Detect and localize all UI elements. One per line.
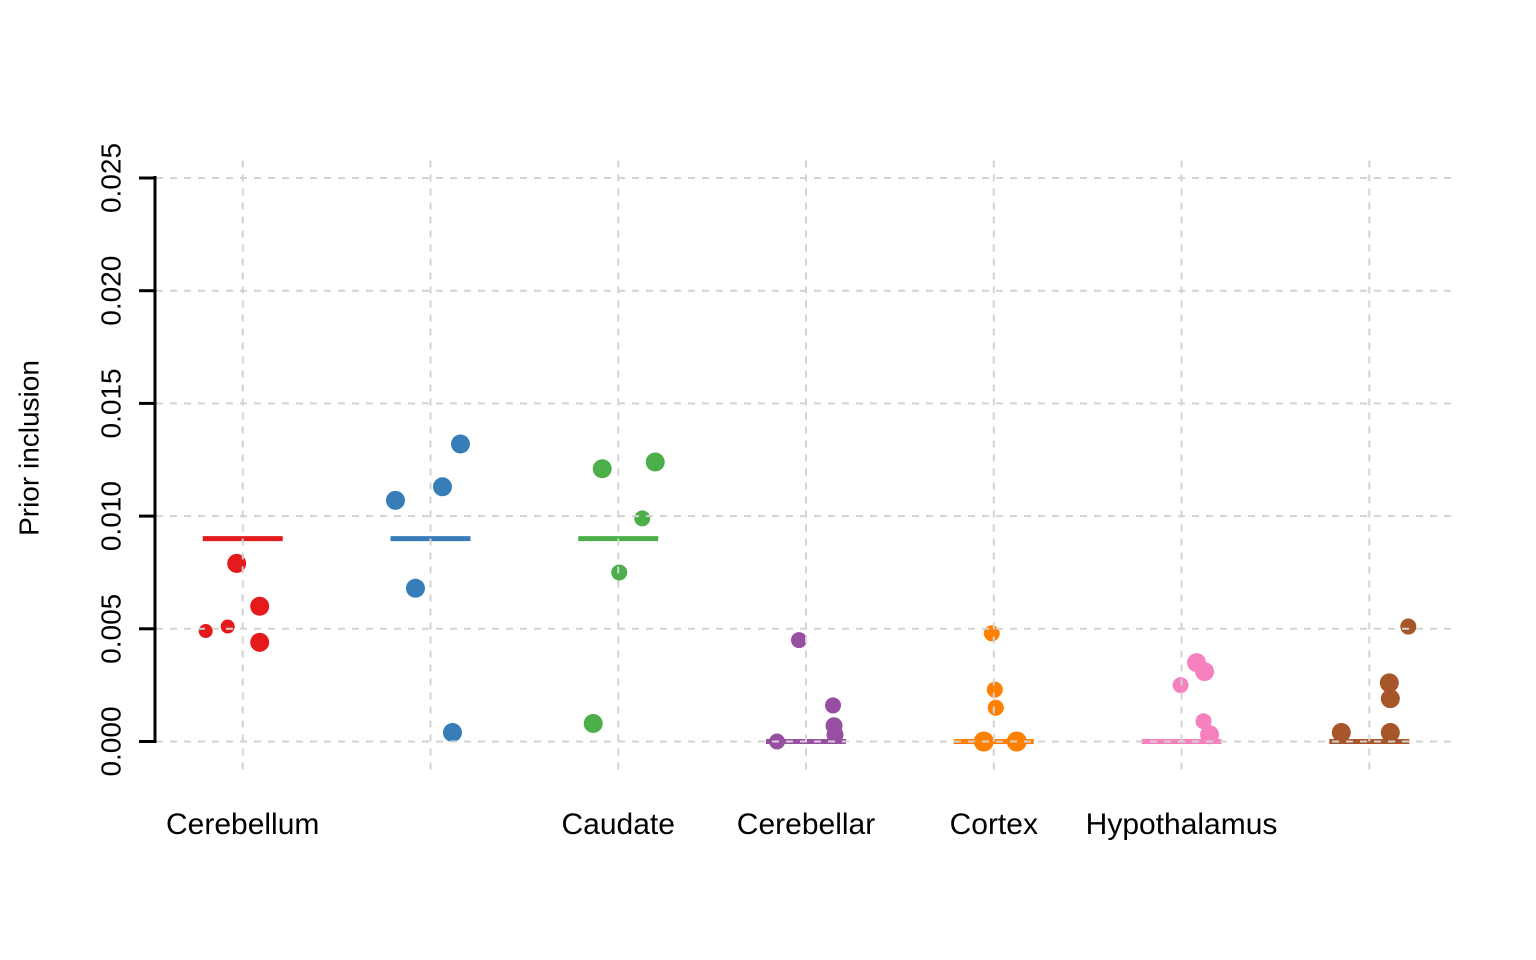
data-point xyxy=(1195,713,1212,730)
data-point xyxy=(1200,725,1220,745)
data-point xyxy=(1380,689,1400,709)
group-Caudate xyxy=(578,452,665,733)
y-tick-label: 0.025 xyxy=(96,143,127,213)
data-point xyxy=(825,697,842,714)
data-point xyxy=(220,619,235,634)
data-point xyxy=(405,578,425,598)
data-layer xyxy=(198,434,1417,752)
x-category-label: Cerebellum xyxy=(166,808,319,841)
y-axis xyxy=(139,176,157,743)
data-point xyxy=(791,632,808,649)
data-point xyxy=(198,624,213,639)
data-point xyxy=(450,434,470,454)
group-unlabeled-7 xyxy=(1329,618,1417,744)
y-tick-label: 0.000 xyxy=(96,706,127,776)
data-point xyxy=(987,699,1004,716)
data-point xyxy=(432,477,452,497)
data-point xyxy=(442,722,462,742)
data-point xyxy=(826,726,844,744)
data-point xyxy=(1195,662,1215,682)
data-point xyxy=(645,452,665,472)
y-axis-title: Prior inclusion xyxy=(14,360,45,536)
x-category-label: Hypothalamus xyxy=(1086,808,1278,841)
group-unlabeled-2 xyxy=(385,434,471,742)
data-point xyxy=(1331,722,1351,742)
data-point xyxy=(250,632,270,652)
data-point xyxy=(983,625,1000,642)
data-point xyxy=(250,596,270,616)
grid-layer xyxy=(156,160,1455,775)
group-Cerebellar xyxy=(766,632,847,750)
data-point xyxy=(583,713,603,733)
data-point xyxy=(385,490,405,510)
y-tick-label: 0.005 xyxy=(96,594,127,664)
label-layer: 0.000 0.005 0.010 0.015 0.020 0.025 Prior incl… xyxy=(14,143,1278,841)
data-point xyxy=(1379,673,1399,693)
data-point xyxy=(1380,722,1400,742)
data-point xyxy=(1400,618,1417,635)
data-point xyxy=(986,681,1003,698)
x-category-label: Caudate xyxy=(562,808,675,841)
data-point xyxy=(227,553,247,573)
y-tick-label: 0.010 xyxy=(96,481,127,551)
data-point xyxy=(634,510,651,527)
group-Cerebellum xyxy=(198,536,283,652)
x-category-label: Cortex xyxy=(950,808,1038,841)
x-category-label: Cerebellar xyxy=(737,808,875,841)
group-Cortex xyxy=(953,625,1034,752)
data-point xyxy=(592,459,612,479)
y-tick-label: 0.020 xyxy=(96,256,127,326)
y-tick-label: 0.015 xyxy=(96,368,127,438)
